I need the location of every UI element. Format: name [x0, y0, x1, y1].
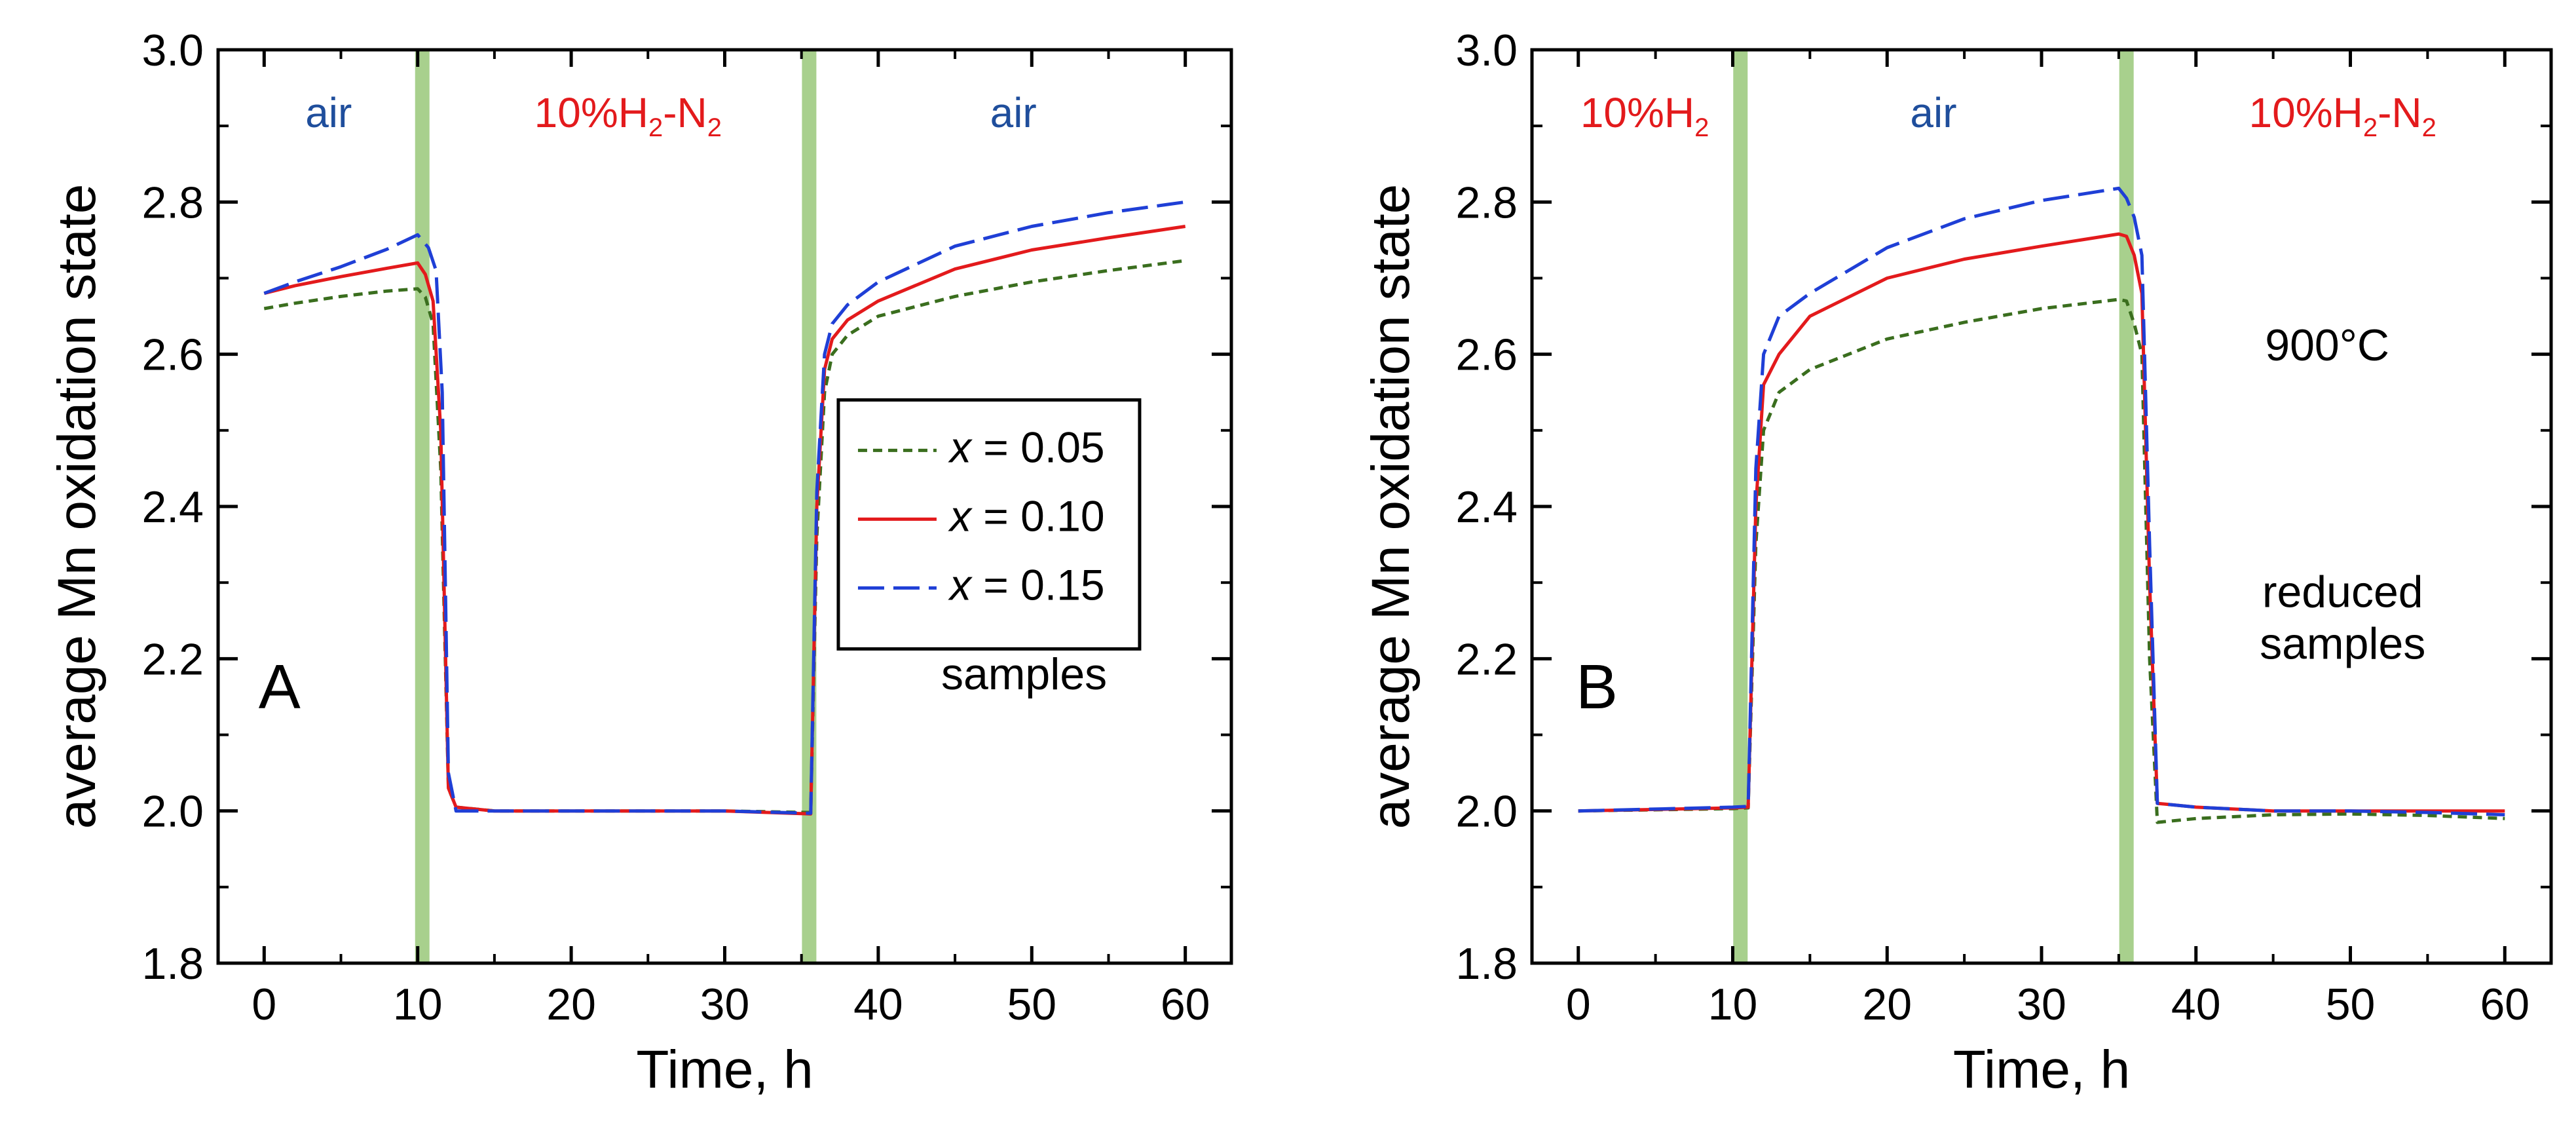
legend-label: x = 0.15: [948, 560, 1105, 609]
annotation-text: 900°C: [2265, 320, 2389, 370]
y-tick-label: 1.8: [1455, 939, 1518, 989]
region-label-subscript: 2: [648, 113, 663, 142]
region-label-subscript: 2: [1694, 113, 1709, 142]
x-tick-label: 50: [2326, 980, 2376, 1029]
series-line: [1578, 186, 2505, 816]
y-axis-label: average Mn oxidation state: [1361, 184, 1421, 829]
x-tick-label: 10: [393, 980, 443, 1029]
region-label: air: [1910, 89, 1956, 136]
panel-letter: A: [259, 652, 301, 722]
region-label-subscript: 2: [2363, 113, 2378, 142]
annotation-text: reduced: [2262, 567, 2423, 617]
region-label-text: -N: [2378, 89, 2422, 136]
region-label: 10%H2: [1580, 89, 1709, 142]
y-tick-label: 2.0: [1455, 787, 1518, 837]
legend-label-variable: x: [948, 423, 973, 471]
y-tick-label: 2.6: [141, 330, 204, 380]
legend-label-value: = 0.05: [971, 423, 1105, 471]
x-tick-label: 40: [2171, 980, 2221, 1029]
legend-label-value: = 0.10: [971, 491, 1105, 540]
region-label: air: [990, 89, 1037, 136]
y-tick-label: 2.2: [1455, 634, 1518, 684]
region-label-text: 10%H: [1580, 89, 1694, 136]
region-label-text: air: [1910, 89, 1956, 136]
transition-band: [1733, 50, 1748, 963]
legend-label-variable: x: [948, 560, 973, 609]
panel-a: 0 10 20 30 40 50 60 1.8 2.0 2.2 2.4 2.6 2.8 3.0 Time, …: [47, 26, 1233, 1099]
y-tick-label: 2.8: [141, 178, 204, 227]
x-axis-label: Time, h: [1953, 1040, 2130, 1099]
x-tick-label: 0: [252, 980, 276, 1029]
x-tick-label: 10: [1708, 980, 1758, 1029]
transition-band: [802, 50, 817, 963]
y-tick-label: 2.2: [141, 634, 204, 684]
legend-box: [836, 398, 1142, 651]
x-tick-label: 50: [1007, 980, 1056, 1029]
annotation-text: samples: [2260, 619, 2425, 668]
x-tick-label: 20: [546, 980, 596, 1029]
y-tick-label: 1.8: [141, 939, 204, 989]
transition-band: [2119, 50, 2134, 963]
region-label-text: air: [305, 89, 352, 136]
x-tick-label: 30: [2017, 980, 2066, 1029]
y-tick-label: 3.0: [141, 26, 204, 75]
panel-b: 0 10 20 30 40 50 60 1.8 2.0 2.2 2.4 2.6 2.8 3.0 Time, …: [1361, 26, 2553, 1099]
region-label-subscript: 2: [2422, 113, 2436, 142]
region-label-text: 10%H: [534, 89, 648, 136]
y-tick-label: 2.0: [141, 787, 204, 837]
region-label-subscript: 2: [707, 113, 722, 142]
legend-label: x = 0.10: [948, 491, 1105, 540]
legend: x = 0.05x = 0.10x = 0.15: [836, 398, 1142, 651]
x-tick-label: 30: [700, 980, 750, 1029]
legend-label: x = 0.05: [948, 423, 1105, 471]
y-axis-label: average Mn oxidation state: [47, 184, 107, 829]
legend-label-variable: x: [948, 491, 973, 540]
x-axis-label: Time, h: [636, 1040, 813, 1099]
x-tick-label: 0: [1566, 980, 1591, 1029]
y-tick-label: 2.4: [141, 482, 204, 532]
region-label-text: -N: [663, 89, 707, 136]
x-tick-label: 60: [2480, 980, 2529, 1029]
y-tick-label: 2.8: [1455, 178, 1518, 227]
region-label: air: [305, 89, 352, 136]
x-tick-label: 40: [853, 980, 903, 1029]
region-label-text: air: [990, 89, 1037, 136]
x-tick-label: 20: [1862, 980, 1912, 1029]
transition-band: [415, 50, 430, 963]
region-label-text: 10%H: [2249, 89, 2363, 136]
plot-frame: [1530, 48, 2553, 965]
panel-letter: B: [1576, 652, 1618, 722]
y-tick-label: 2.4: [1455, 482, 1518, 532]
annotation-text: samples: [941, 649, 1107, 699]
region-label: 10%H2-N2: [534, 89, 722, 142]
x-tick-label: 60: [1161, 980, 1210, 1029]
series-line: [1578, 297, 2505, 824]
series-line: [263, 200, 1186, 815]
region-label: 10%H2-N2: [2249, 89, 2436, 142]
y-tick-label: 3.0: [1455, 26, 1518, 75]
legend-label-value: = 0.15: [971, 560, 1105, 609]
y-tick-label: 2.6: [1455, 330, 1518, 380]
